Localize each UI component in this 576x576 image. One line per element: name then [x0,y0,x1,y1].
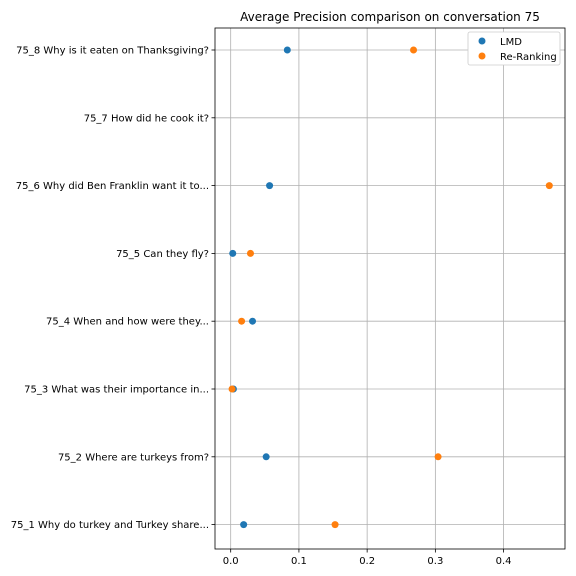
legend: LMD Re-Ranking [467,31,561,66]
x-tick-label: 0.1 [291,556,307,567]
y-tick-label: 75_2 Where are turkeys from? [58,452,209,463]
y-tick-label: 75_8 Why is it eaten on Thanksgiving? [16,46,209,57]
x-tick-label: 0.3 [427,556,443,567]
legend-label-lmd: LMD [500,37,522,48]
point-re-ranking [331,521,339,529]
grid [215,28,565,549]
x-tick-label: 0.2 [359,556,375,567]
y-tick-label: 75_5 Can they fly? [116,249,209,260]
point-lmd [229,249,237,257]
chart-title: Average Precision comparison on conversa… [240,10,540,24]
x-axis: 0.0 0.1 0.2 0.3 0.4 [223,549,512,567]
point-re-ranking [246,249,254,257]
point-re-ranking [238,317,246,325]
x-tick-label: 0.0 [223,556,239,567]
legend-box [467,31,561,66]
plot-area [214,27,566,550]
y-tick-label: 75_4 When and how were they... [46,317,209,328]
point-lmd [249,317,257,325]
point-re-ranking [434,453,442,461]
point-lmd [283,46,291,54]
data-points [228,46,553,529]
point-lmd [266,182,274,190]
legend-marker-lmd [478,37,486,45]
point-lmd [240,521,248,529]
y-axis: 75_8 Why is it eaten on Thanksgiving? 75_… [11,46,215,531]
legend-marker-reranking [478,52,486,60]
y-tick-label: 75_7 How did he cook it? [84,113,209,124]
point-re-ranking [545,182,553,190]
x-tick-label: 0.4 [496,556,512,567]
y-tick-label: 75_1 Why do turkey and Turkey share... [11,520,209,531]
y-tick-label: 75_6 Why did Ben Franklin want it to... [16,181,209,192]
legend-label-reranking: Re-Ranking [500,52,557,63]
point-re-ranking [228,385,236,393]
y-tick-label: 75_3 What was their importance in... [24,385,209,396]
point-lmd [262,453,270,461]
point-re-ranking [410,46,418,54]
